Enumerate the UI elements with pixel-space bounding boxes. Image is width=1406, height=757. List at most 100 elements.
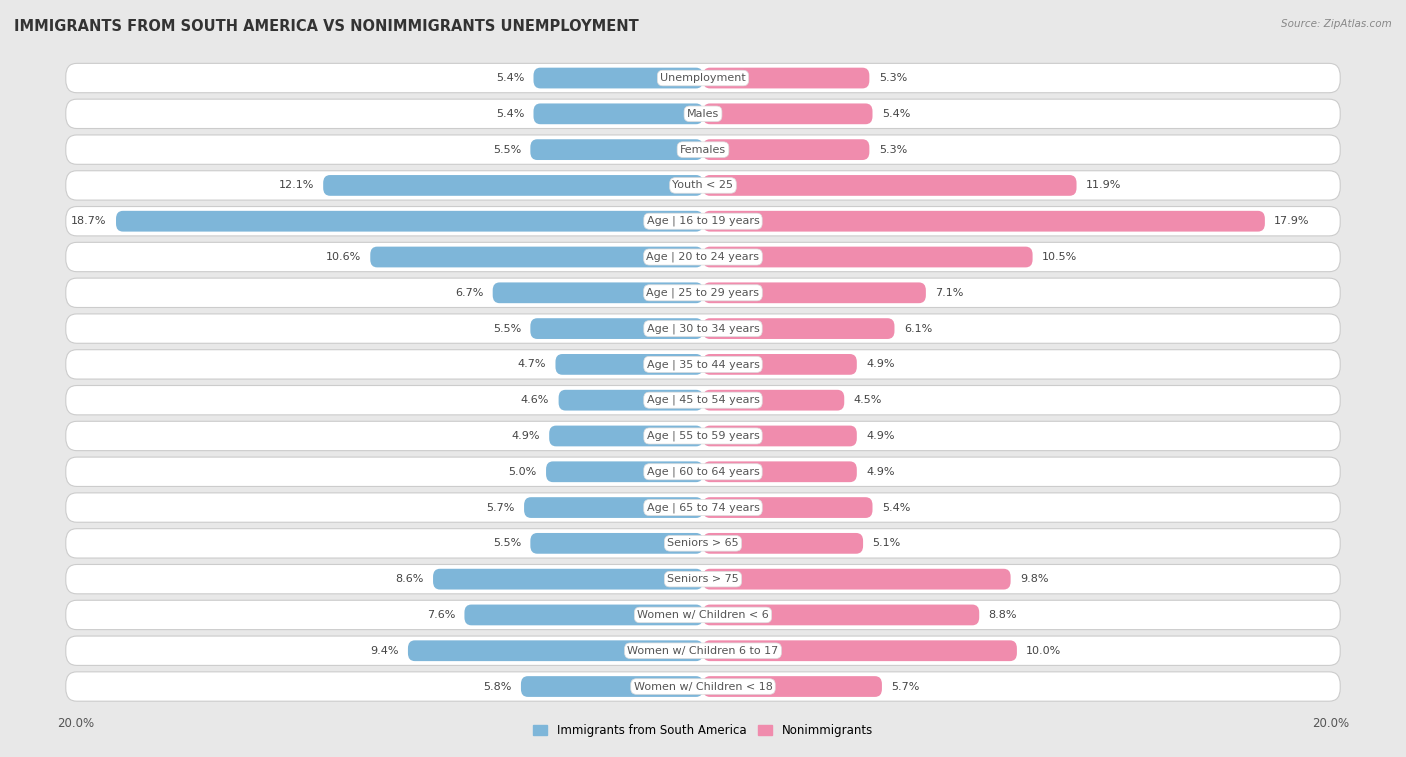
FancyBboxPatch shape — [464, 605, 703, 625]
FancyBboxPatch shape — [703, 390, 844, 410]
Text: 5.4%: 5.4% — [496, 109, 524, 119]
Text: Age | 55 to 59 years: Age | 55 to 59 years — [647, 431, 759, 441]
FancyBboxPatch shape — [66, 135, 1340, 164]
Text: 5.0%: 5.0% — [509, 467, 537, 477]
Text: Age | 20 to 24 years: Age | 20 to 24 years — [647, 252, 759, 262]
Text: 9.8%: 9.8% — [1019, 574, 1049, 584]
Text: 10.5%: 10.5% — [1042, 252, 1077, 262]
FancyBboxPatch shape — [492, 282, 703, 304]
Text: 5.5%: 5.5% — [492, 145, 522, 154]
Text: 10.0%: 10.0% — [1026, 646, 1062, 656]
FancyBboxPatch shape — [66, 99, 1340, 129]
Text: 5.5%: 5.5% — [492, 538, 522, 548]
Text: 4.7%: 4.7% — [517, 360, 546, 369]
FancyBboxPatch shape — [66, 600, 1340, 630]
FancyBboxPatch shape — [703, 282, 927, 304]
Text: 5.3%: 5.3% — [879, 73, 907, 83]
FancyBboxPatch shape — [66, 422, 1340, 450]
Text: 4.6%: 4.6% — [520, 395, 550, 405]
FancyBboxPatch shape — [66, 636, 1340, 665]
FancyBboxPatch shape — [550, 425, 703, 447]
Text: Age | 35 to 44 years: Age | 35 to 44 years — [647, 359, 759, 369]
Text: Age | 30 to 34 years: Age | 30 to 34 years — [647, 323, 759, 334]
Text: 7.6%: 7.6% — [426, 610, 456, 620]
Text: Males: Males — [688, 109, 718, 119]
FancyBboxPatch shape — [558, 390, 703, 410]
Text: Age | 16 to 19 years: Age | 16 to 19 years — [647, 216, 759, 226]
Text: 5.4%: 5.4% — [496, 73, 524, 83]
Text: 12.1%: 12.1% — [278, 180, 314, 191]
FancyBboxPatch shape — [524, 497, 703, 518]
Text: 7.1%: 7.1% — [935, 288, 963, 298]
FancyBboxPatch shape — [703, 175, 1077, 196]
Text: Women w/ Children < 18: Women w/ Children < 18 — [634, 681, 772, 692]
FancyBboxPatch shape — [546, 461, 703, 482]
FancyBboxPatch shape — [530, 318, 703, 339]
FancyBboxPatch shape — [703, 211, 1265, 232]
Text: 6.7%: 6.7% — [456, 288, 484, 298]
FancyBboxPatch shape — [66, 457, 1340, 487]
Text: Females: Females — [681, 145, 725, 154]
FancyBboxPatch shape — [66, 385, 1340, 415]
FancyBboxPatch shape — [66, 672, 1340, 701]
Text: 5.1%: 5.1% — [873, 538, 901, 548]
FancyBboxPatch shape — [555, 354, 703, 375]
Text: 5.7%: 5.7% — [891, 681, 920, 692]
Text: 5.5%: 5.5% — [492, 323, 522, 334]
FancyBboxPatch shape — [66, 207, 1340, 236]
Text: 10.6%: 10.6% — [326, 252, 361, 262]
Text: Age | 25 to 29 years: Age | 25 to 29 years — [647, 288, 759, 298]
FancyBboxPatch shape — [703, 318, 894, 339]
Text: 6.1%: 6.1% — [904, 323, 932, 334]
FancyBboxPatch shape — [530, 139, 703, 160]
Text: Seniors > 75: Seniors > 75 — [666, 574, 740, 584]
FancyBboxPatch shape — [703, 139, 869, 160]
Text: 4.9%: 4.9% — [866, 467, 894, 477]
FancyBboxPatch shape — [370, 247, 703, 267]
Text: Women w/ Children < 6: Women w/ Children < 6 — [637, 610, 769, 620]
Text: Age | 45 to 54 years: Age | 45 to 54 years — [647, 395, 759, 406]
FancyBboxPatch shape — [66, 278, 1340, 307]
FancyBboxPatch shape — [323, 175, 703, 196]
FancyBboxPatch shape — [66, 64, 1340, 92]
FancyBboxPatch shape — [703, 354, 856, 375]
Text: Youth < 25: Youth < 25 — [672, 180, 734, 191]
FancyBboxPatch shape — [703, 497, 873, 518]
Text: 11.9%: 11.9% — [1085, 180, 1122, 191]
Text: 17.9%: 17.9% — [1274, 217, 1310, 226]
Text: 5.7%: 5.7% — [486, 503, 515, 512]
FancyBboxPatch shape — [703, 104, 873, 124]
FancyBboxPatch shape — [703, 533, 863, 553]
Text: 5.3%: 5.3% — [879, 145, 907, 154]
Text: 5.8%: 5.8% — [484, 681, 512, 692]
Text: 9.4%: 9.4% — [370, 646, 398, 656]
FancyBboxPatch shape — [66, 242, 1340, 272]
Text: 18.7%: 18.7% — [72, 217, 107, 226]
FancyBboxPatch shape — [703, 461, 856, 482]
FancyBboxPatch shape — [66, 314, 1340, 343]
FancyBboxPatch shape — [522, 676, 703, 697]
FancyBboxPatch shape — [66, 565, 1340, 593]
FancyBboxPatch shape — [530, 533, 703, 553]
Text: IMMIGRANTS FROM SOUTH AMERICA VS NONIMMIGRANTS UNEMPLOYMENT: IMMIGRANTS FROM SOUTH AMERICA VS NONIMMI… — [14, 19, 638, 34]
Text: 5.4%: 5.4% — [882, 109, 910, 119]
Text: Unemployment: Unemployment — [661, 73, 745, 83]
Text: Seniors > 65: Seniors > 65 — [668, 538, 738, 548]
FancyBboxPatch shape — [703, 247, 1032, 267]
Text: 4.9%: 4.9% — [512, 431, 540, 441]
Text: 4.9%: 4.9% — [866, 360, 894, 369]
Text: 5.4%: 5.4% — [882, 503, 910, 512]
FancyBboxPatch shape — [533, 104, 703, 124]
FancyBboxPatch shape — [408, 640, 703, 661]
FancyBboxPatch shape — [703, 605, 979, 625]
FancyBboxPatch shape — [117, 211, 703, 232]
Text: 4.5%: 4.5% — [853, 395, 882, 405]
FancyBboxPatch shape — [433, 569, 703, 590]
FancyBboxPatch shape — [703, 425, 856, 447]
Text: Women w/ Children 6 to 17: Women w/ Children 6 to 17 — [627, 646, 779, 656]
FancyBboxPatch shape — [703, 67, 869, 89]
Legend: Immigrants from South America, Nonimmigrants: Immigrants from South America, Nonimmigr… — [529, 719, 877, 742]
FancyBboxPatch shape — [66, 528, 1340, 558]
FancyBboxPatch shape — [66, 493, 1340, 522]
FancyBboxPatch shape — [703, 676, 882, 697]
